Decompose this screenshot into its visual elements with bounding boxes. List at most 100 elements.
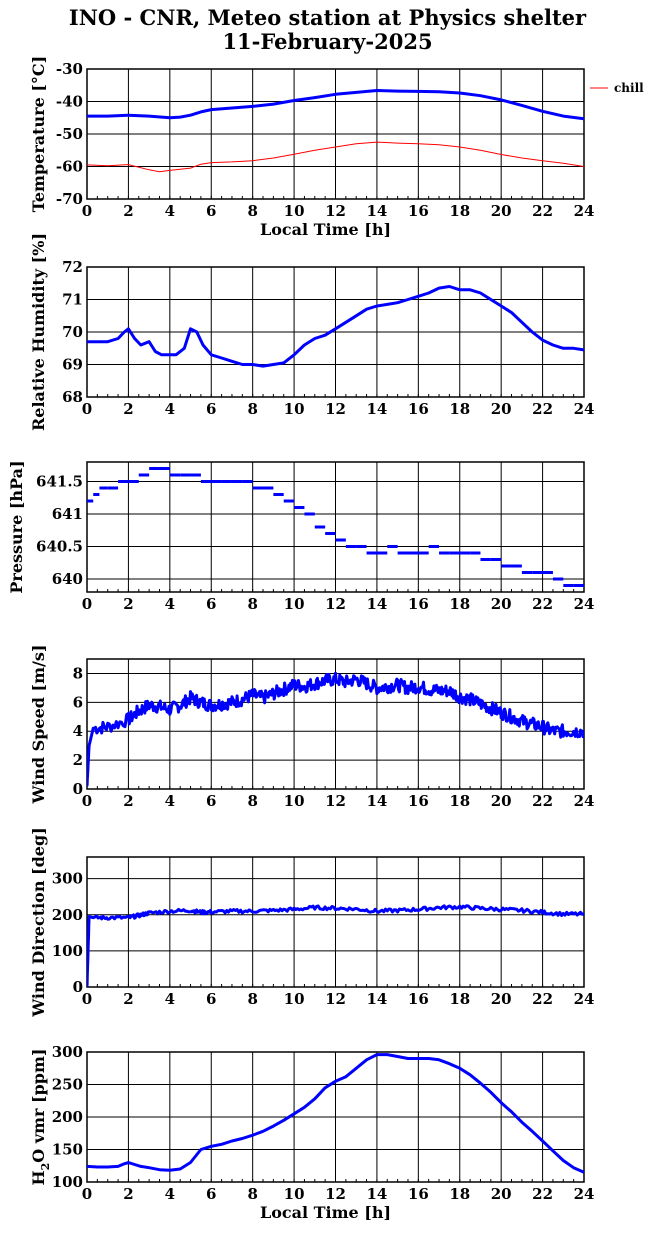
- x-tick-label: 16: [408, 202, 429, 220]
- x-tick-label: 16: [408, 792, 429, 810]
- x-tick-label: 12: [325, 202, 346, 220]
- x-tick-label: 12: [325, 792, 346, 810]
- x-tick-label: 22: [532, 202, 553, 220]
- x-tick-label: 20: [491, 792, 512, 810]
- x-tick-label: 22: [532, 990, 553, 1008]
- y-axis-label: Temperature [°C]: [29, 56, 48, 212]
- x-tick-label: 2: [123, 400, 133, 418]
- x-tick-label: 8: [247, 990, 257, 1008]
- y-tick-label: 100: [52, 942, 83, 960]
- y-tick-label: 0: [73, 978, 83, 996]
- x-tick-label: 0: [82, 792, 92, 810]
- chart-panel-temperature: 0 2 4 6 8 10 12 14 16 18 20 22 24-70-60-50-40-30Loca…: [29, 56, 644, 239]
- y-tick-label: 0: [73, 780, 83, 798]
- x-tick-label: 10: [284, 1185, 305, 1203]
- y-axis-label-part: 2: [39, 1163, 52, 1171]
- x-tick-label: 14: [366, 400, 387, 418]
- y-axis-label: Wind Direction [deg]: [29, 827, 48, 1018]
- x-tick-label: 4: [165, 1185, 175, 1203]
- x-tick-label: 4: [165, 595, 175, 613]
- x-tick-label: 18: [449, 1185, 470, 1203]
- x-tick-label: 2: [123, 202, 133, 220]
- y-tick-label: 71: [62, 291, 83, 309]
- x-tick-label: 14: [366, 792, 387, 810]
- x-tick-label: 0: [82, 990, 92, 1008]
- y-tick-label: 6: [73, 693, 83, 711]
- x-tick-label: 2: [123, 1185, 133, 1203]
- y-tick-label: 2: [73, 751, 83, 769]
- x-tick-label: 20: [491, 990, 512, 1008]
- x-tick-label: 8: [247, 1185, 257, 1203]
- chart-panel-h2o_vmr: 0 2 4 6 8 10 12 14 16 18 20 22 24100150200250300Loca…: [29, 1043, 594, 1222]
- x-tick-label: 18: [449, 595, 470, 613]
- x-tick-label: 8: [247, 202, 257, 220]
- y-tick-label: 250: [52, 1076, 83, 1094]
- x-tick-label: 22: [532, 595, 553, 613]
- x-tick-label: 20: [491, 595, 512, 613]
- x-tick-label: 0: [82, 400, 92, 418]
- x-tick-label: 14: [366, 202, 387, 220]
- y-tick-label: 100: [52, 1173, 83, 1191]
- y-tick-label: 200: [52, 1108, 83, 1126]
- x-tick-label: 6: [206, 1185, 216, 1203]
- x-tick-label: 6: [206, 400, 216, 418]
- series-line-chill: [87, 141, 584, 173]
- y-tick-label: 68: [62, 388, 83, 406]
- x-tick-label: 20: [491, 400, 512, 418]
- x-tick-label: 22: [532, 400, 553, 418]
- x-tick-label: 2: [123, 595, 133, 613]
- series-line: [87, 285, 584, 368]
- x-tick-label: 2: [123, 792, 133, 810]
- x-tick-label: 6: [206, 792, 216, 810]
- x-tick-label: 18: [449, 990, 470, 1008]
- y-tick-label: -70: [56, 190, 83, 208]
- x-tick-label: 16: [408, 595, 429, 613]
- chart-panel-pressure: 0 2 4 6 8 10 12 14 16 18 20 22 24640640.5641641.5Pre…: [7, 460, 594, 613]
- x-tick-label: 2: [123, 990, 133, 1008]
- y-tick-label: -60: [56, 158, 83, 176]
- x-tick-label: 12: [325, 1185, 346, 1203]
- x-tick-label: 24: [574, 400, 595, 418]
- x-tick-label: 24: [574, 792, 595, 810]
- x-tick-label: 12: [325, 400, 346, 418]
- y-tick-label: -30: [56, 60, 83, 78]
- x-tick-label: 18: [449, 400, 470, 418]
- x-tick-label: 6: [206, 990, 216, 1008]
- x-tick-label: 14: [366, 1185, 387, 1203]
- series-line: [87, 671, 584, 787]
- x-tick-label: 22: [532, 792, 553, 810]
- y-tick-label: 69: [62, 356, 83, 374]
- y-tick-label: -40: [56, 93, 83, 111]
- x-tick-label: 0: [82, 202, 92, 220]
- x-tick-label: 14: [366, 990, 387, 1008]
- y-axis-label-part: O vmr [ppm]: [29, 1049, 48, 1163]
- x-tick-label: 10: [284, 595, 305, 613]
- series-line: [87, 904, 584, 987]
- chart-title: INO - CNR, Meteo station at Physics shel…: [0, 6, 655, 54]
- x-tick-label: 12: [325, 990, 346, 1008]
- y-tick-label: 200: [52, 906, 83, 924]
- y-tick-label: 300: [52, 870, 83, 888]
- x-tick-label: 0: [82, 1185, 92, 1203]
- x-tick-label: 4: [165, 792, 175, 810]
- chart-title-line1: INO - CNR, Meteo station at Physics shel…: [68, 5, 587, 30]
- y-tick-label: 70: [62, 323, 83, 341]
- x-tick-label: 8: [247, 792, 257, 810]
- chart-title-line2: 11-February-2025: [222, 29, 433, 54]
- y-axis-label: Wind Speed [m/s]: [29, 645, 48, 805]
- x-tick-label: 8: [247, 595, 257, 613]
- x-tick-label: 14: [366, 595, 387, 613]
- y-tick-label: 8: [73, 664, 83, 682]
- y-tick-label: 150: [52, 1141, 83, 1159]
- x-tick-label: 18: [449, 792, 470, 810]
- y-axis-label: H2O vmr [ppm]: [29, 1049, 52, 1186]
- y-tick-label: -50: [56, 125, 83, 143]
- x-tick-label: 12: [325, 595, 346, 613]
- x-tick-label: 4: [165, 990, 175, 1008]
- y-tick-label: 300: [52, 1043, 83, 1061]
- x-tick-label: 16: [408, 400, 429, 418]
- x-tick-label: 0: [82, 595, 92, 613]
